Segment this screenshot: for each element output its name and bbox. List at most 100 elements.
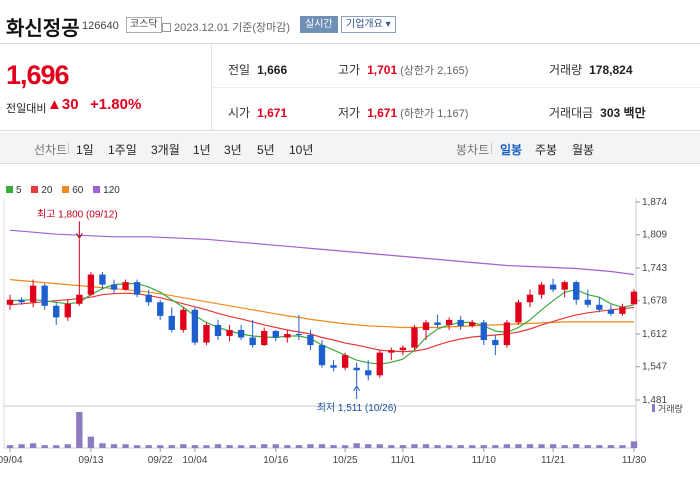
x-tick-label: 11/30: [622, 455, 647, 466]
tab-1day[interactable]: 1일: [76, 143, 94, 157]
stock-header: 화신정공 126640 코스닥 2023.12.01 기준(장마감) 실시간 기…: [0, 0, 700, 44]
y-tick-label: 1,547: [642, 362, 667, 373]
candle-body: [318, 345, 326, 366]
high-annotation: 최고 1,800 (09/12): [37, 208, 118, 220]
trade-amount-value: 303 백만: [600, 106, 646, 120]
candle-body: [538, 284, 545, 295]
candle-body: [145, 294, 152, 303]
candle-body: [157, 302, 164, 316]
volume-bar: [18, 444, 25, 448]
volume-bar: [341, 445, 349, 448]
current-price: 1,696: [6, 60, 70, 90]
change-label: 전일대비: [6, 103, 47, 115]
candle-body: [237, 329, 245, 338]
stock-name: 화신정공: [6, 18, 80, 40]
volume-bar: [110, 444, 118, 448]
candle-body: [457, 319, 464, 326]
volume-bar: [318, 444, 326, 448]
base-date-text: 2023.12.01 기준(장마감): [174, 22, 291, 34]
volume-bar: [492, 445, 499, 448]
legend-ma60: 60: [62, 185, 83, 196]
high-price-label: 고가: [338, 63, 361, 77]
candle-body: [365, 370, 372, 376]
candle-body: [76, 294, 83, 304]
line-chart-label: 선차트: [34, 143, 68, 157]
candle-chart-label: 봉차트: [456, 143, 490, 157]
tab-5year[interactable]: 5년: [257, 143, 275, 157]
tab-1week[interactable]: 1주일: [108, 143, 137, 157]
legend-swatch: [31, 186, 39, 193]
stock-code: 126640: [82, 20, 119, 32]
volume: 거래량 178,824: [549, 61, 633, 78]
change-percent: +1.80%: [90, 96, 142, 113]
ma120-line: [9, 229, 635, 276]
lower-limit: (하한가 1,167): [400, 108, 469, 120]
volume-bar: [469, 445, 476, 448]
upper-limit: (상한가 2,165): [400, 65, 469, 77]
y-tick-label: 1,678: [642, 296, 667, 307]
volume-bar: [422, 444, 430, 448]
y-tick-label: 1,874: [642, 197, 667, 208]
candle-body: [411, 327, 418, 348]
high-price-value: 1,701: [367, 63, 398, 77]
tab-3year[interactable]: 3년: [224, 143, 242, 157]
tab-monthly[interactable]: 월봉: [572, 143, 595, 157]
tab-10year[interactable]: 10년: [289, 143, 314, 157]
tab-3month[interactable]: 3개월: [151, 143, 180, 157]
volume-bar: [619, 445, 626, 448]
volume-bar: [399, 445, 407, 448]
volume-legend-label: 거래량: [658, 403, 683, 414]
tab-1year[interactable]: 1년: [193, 143, 211, 157]
ma20-line: [9, 292, 635, 353]
y-tick-label: 1,481: [642, 395, 667, 406]
legend-label: 60: [72, 185, 84, 196]
volume-bar: [376, 444, 383, 448]
candle-body: [573, 282, 580, 300]
volume-bar: [607, 445, 615, 448]
volume-bar: [330, 445, 337, 448]
x-tick-label: 10/25: [333, 455, 358, 466]
realtime-button[interactable]: 실시간: [300, 16, 338, 33]
candle-body: [526, 294, 534, 303]
volume-bar: [388, 445, 395, 448]
y-tick-label: 1,809: [642, 230, 667, 241]
candle-body: [180, 309, 187, 330]
x-tick-label: 10/04: [182, 455, 207, 466]
volume-bar: [538, 444, 545, 448]
candle-body: [133, 282, 141, 295]
candle-body: [434, 322, 441, 325]
volume-bar: [526, 444, 534, 448]
candle-body: [41, 285, 48, 306]
legend-ma5: 5: [6, 185, 22, 196]
volume-bar: [261, 444, 268, 448]
volume-bar: [122, 444, 129, 448]
volume-bar: [503, 444, 511, 448]
candle-body: [99, 274, 106, 285]
volume-bar: [434, 445, 441, 448]
x-tick-label: 09/13: [78, 455, 103, 466]
candle-body: [64, 303, 71, 318]
candle-body: [619, 306, 626, 314]
volume-bar: [307, 444, 314, 448]
candle-body: [607, 309, 615, 314]
tab-weekly[interactable]: 주봉: [535, 143, 558, 157]
volume-bar: [41, 445, 48, 448]
candle-body: [122, 282, 129, 290]
candle-body: [341, 355, 349, 368]
candle-body: [18, 299, 25, 303]
tab-separator: [491, 143, 492, 154]
candle-body: [480, 322, 487, 341]
tab-daily[interactable]: 일봉: [500, 143, 523, 157]
volume-bar: [237, 445, 245, 448]
volume-bar: [284, 445, 291, 448]
high-annotation-arrowhead: [75, 233, 83, 240]
change-value: ▲30: [47, 96, 79, 113]
candle-body: [6, 299, 14, 305]
volume-bar: [214, 444, 222, 448]
trade-amount-label: 거래대금: [549, 106, 594, 120]
company-info-button[interactable]: 기업개요 ▾: [341, 16, 396, 33]
candle-body: [87, 274, 95, 295]
candle-body: [29, 285, 37, 303]
candle-body: [307, 335, 314, 346]
candle-body: [261, 330, 268, 346]
